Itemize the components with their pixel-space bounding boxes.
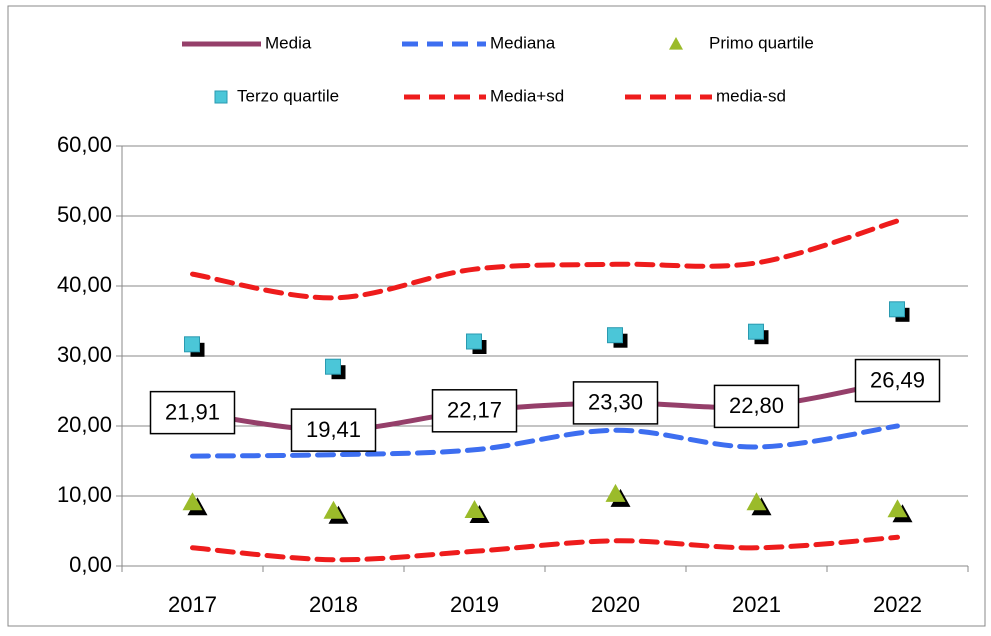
x-tick-label: 2020 bbox=[591, 592, 640, 617]
y-tick-label: 20,00 bbox=[57, 412, 112, 437]
marker bbox=[464, 500, 485, 518]
marker bbox=[184, 336, 200, 353]
legend-label: media-sd bbox=[716, 86, 786, 105]
y-tick-label: 40,00 bbox=[57, 272, 112, 297]
data-label-box bbox=[149, 390, 236, 435]
x-tick-label: 2019 bbox=[450, 592, 499, 617]
legend-label: Terzo quartile bbox=[237, 86, 339, 105]
legend-label: Media bbox=[265, 33, 312, 52]
data-label: 22,80 bbox=[729, 393, 784, 418]
y-tick-label: 0,00 bbox=[69, 552, 112, 577]
x-tick-label: 2018 bbox=[309, 592, 358, 617]
marker bbox=[746, 492, 767, 511]
legend-label: Media+sd bbox=[490, 86, 564, 105]
series-line bbox=[190, 218, 900, 301]
data-label-box bbox=[713, 384, 800, 429]
series-line bbox=[190, 423, 900, 459]
y-tick-label: 60,00 bbox=[57, 132, 112, 157]
series-line bbox=[190, 534, 900, 563]
chart-frame bbox=[7, 5, 986, 627]
marker bbox=[325, 358, 341, 375]
marker bbox=[887, 499, 908, 518]
data-label-box bbox=[290, 408, 377, 452]
data-label: 19,41 bbox=[306, 417, 361, 442]
marker bbox=[605, 483, 626, 502]
legend-label: Primo quartile bbox=[709, 33, 814, 52]
data-label: 26,49 bbox=[870, 367, 925, 392]
x-tick-label: 2017 bbox=[168, 592, 217, 617]
data-label-box bbox=[431, 389, 518, 433]
legend-label: Mediana bbox=[490, 33, 556, 52]
legend-swatch bbox=[214, 90, 228, 104]
x-tick-label: 2021 bbox=[732, 592, 781, 617]
data-label: 22,17 bbox=[447, 398, 502, 423]
data-label-box bbox=[572, 381, 659, 425]
marker bbox=[182, 492, 203, 511]
marker bbox=[466, 333, 482, 350]
marker bbox=[323, 500, 344, 519]
data-label-box bbox=[854, 358, 941, 403]
x-tick-label: 2022 bbox=[873, 592, 922, 617]
data-label: 23,30 bbox=[588, 390, 643, 415]
y-tick-label: 30,00 bbox=[57, 342, 112, 367]
marker bbox=[607, 327, 623, 344]
marker bbox=[889, 301, 905, 318]
data-label: 21,91 bbox=[165, 399, 220, 424]
y-tick-label: 10,00 bbox=[57, 482, 112, 507]
y-tick-label: 50,00 bbox=[57, 202, 112, 227]
marker bbox=[748, 323, 764, 340]
legend-swatch bbox=[669, 37, 683, 50]
